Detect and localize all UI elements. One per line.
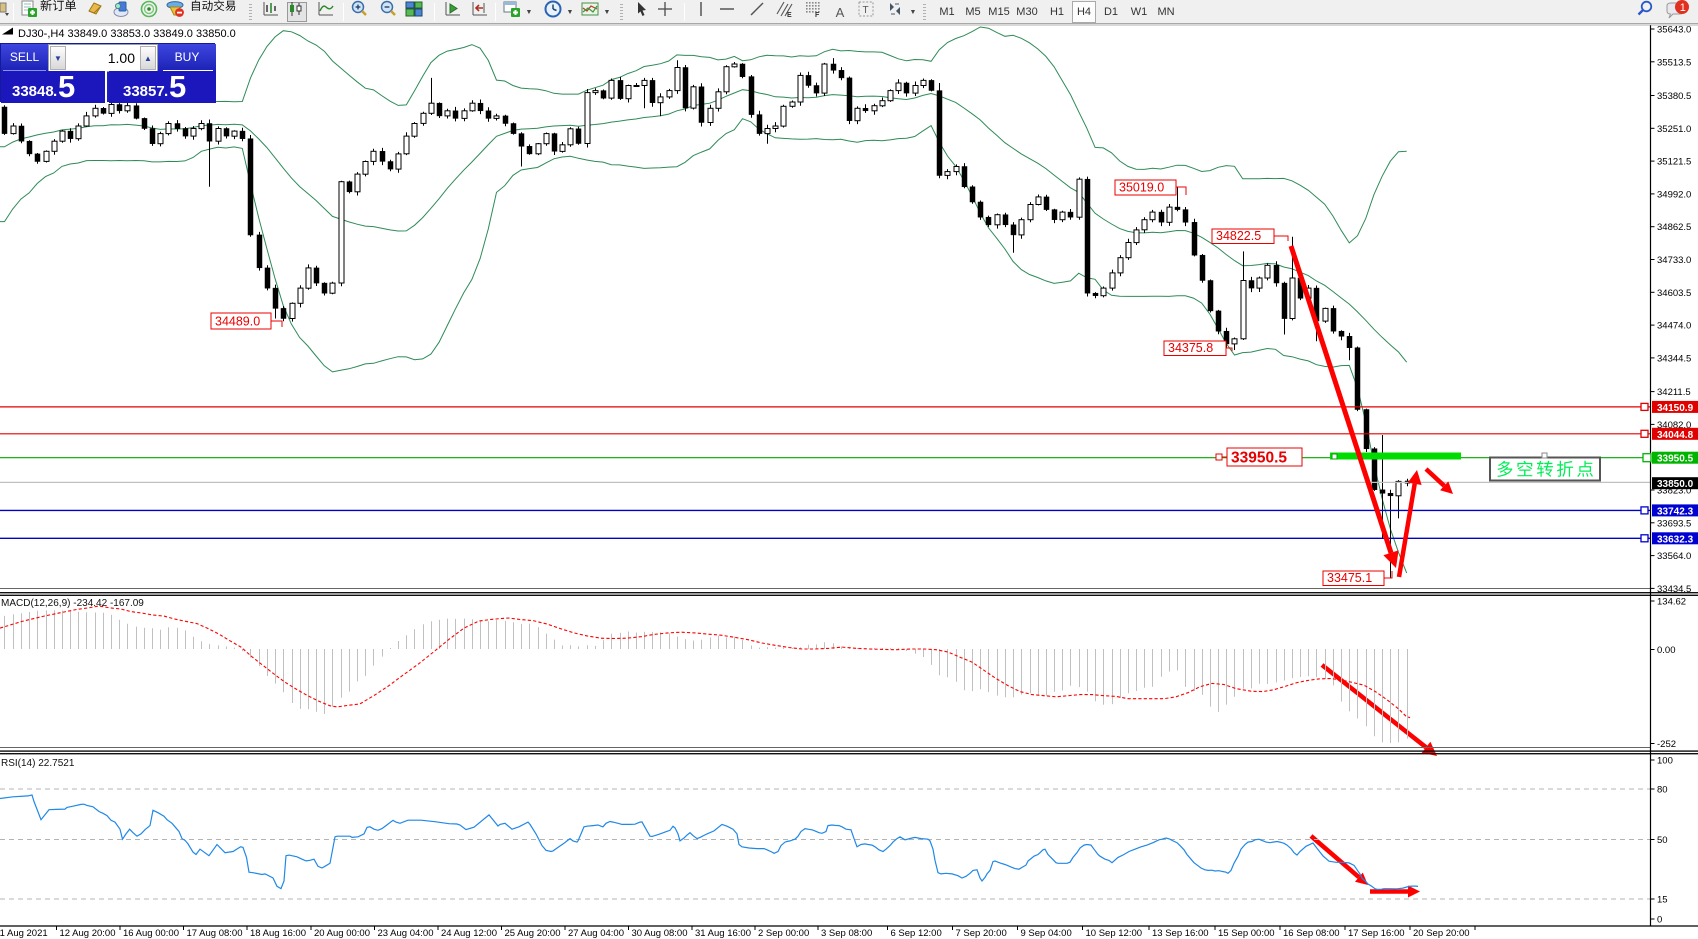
svg-text:34733.0: 34733.0 <box>1657 255 1691 266</box>
svg-text:34344.5: 34344.5 <box>1657 353 1691 364</box>
svg-text:7 Sep 20:00: 7 Sep 20:00 <box>956 928 1007 939</box>
svg-text:35251.0: 35251.0 <box>1657 124 1691 135</box>
svg-text:33950.5: 33950.5 <box>1231 450 1287 467</box>
svg-text:33693.5: 33693.5 <box>1657 518 1691 529</box>
svg-text:35121.5: 35121.5 <box>1657 157 1691 168</box>
svg-text:33475.1: 33475.1 <box>1327 571 1372 585</box>
svg-text:9 Sep 04:00: 9 Sep 04:00 <box>1021 928 1072 939</box>
svg-text:35643.0: 35643.0 <box>1657 25 1691 36</box>
svg-text:2 Sep 00:00: 2 Sep 00:00 <box>758 928 809 939</box>
svg-text:31 Aug 16:00: 31 Aug 16:00 <box>695 928 751 939</box>
svg-text:24 Aug 12:00: 24 Aug 12:00 <box>441 928 497 939</box>
svg-text:35380.5: 35380.5 <box>1657 91 1691 102</box>
svg-text:34044.8: 34044.8 <box>1657 430 1694 441</box>
svg-text:25 Aug 20:00: 25 Aug 20:00 <box>505 928 561 939</box>
svg-text:33950.5: 33950.5 <box>1657 454 1694 465</box>
svg-text:6 Sep 12:00: 6 Sep 12:00 <box>891 928 942 939</box>
svg-text:15 Sep 00:00: 15 Sep 00:00 <box>1218 928 1275 939</box>
svg-text:15: 15 <box>1657 895 1668 906</box>
svg-text:12 Aug 20:00: 12 Aug 20:00 <box>60 928 116 939</box>
svg-text:34375.8: 34375.8 <box>1168 341 1213 355</box>
svg-text:MACD(12,26,9) -234.42 -167.09: MACD(12,26,9) -234.42 -167.09 <box>1 598 144 609</box>
svg-text:33632.3: 33632.3 <box>1657 534 1694 545</box>
svg-text:0: 0 <box>1657 915 1662 926</box>
svg-text:34603.5: 34603.5 <box>1657 288 1691 299</box>
svg-text:DJ30-,H4 33849.0 33853.0 3384: DJ30-,H4 33849.0 33853.0 33849.0 33850.0 <box>18 28 236 40</box>
svg-text:35019.0: 35019.0 <box>1119 181 1164 195</box>
svg-text:34862.5: 34862.5 <box>1657 222 1691 233</box>
svg-text:20 Sep 20:00: 20 Sep 20:00 <box>1413 928 1470 939</box>
svg-text:1: 1 <box>1680 2 1686 14</box>
svg-text:34992.0: 34992.0 <box>1657 189 1691 200</box>
svg-text:18 Aug 16:00: 18 Aug 16:00 <box>250 928 306 939</box>
svg-text:100: 100 <box>1657 756 1673 767</box>
svg-text:80: 80 <box>1657 785 1668 796</box>
svg-text:F: F <box>815 12 820 18</box>
svg-text:33850.0: 33850.0 <box>1657 479 1694 490</box>
svg-text:50: 50 <box>1657 835 1668 846</box>
svg-text:T: T <box>863 5 869 16</box>
svg-text:3 Sep 08:00: 3 Sep 08:00 <box>821 928 872 939</box>
svg-text:23 Aug 04:00: 23 Aug 04:00 <box>378 928 434 939</box>
svg-text:35513.5: 35513.5 <box>1657 57 1691 68</box>
svg-text:33742.3: 33742.3 <box>1657 506 1694 517</box>
svg-text:E: E <box>787 12 792 18</box>
svg-text:34211.5: 34211.5 <box>1657 387 1691 398</box>
svg-text:27 Aug 04:00: 27 Aug 04:00 <box>568 928 624 939</box>
svg-text:13 Sep 16:00: 13 Sep 16:00 <box>1152 928 1209 939</box>
svg-text:134.62: 134.62 <box>1657 597 1686 608</box>
svg-text:34082.0: 34082.0 <box>1657 420 1691 431</box>
svg-text:17 Aug 08:00: 17 Aug 08:00 <box>187 928 243 939</box>
svg-text:33434.5: 33434.5 <box>1657 584 1691 595</box>
svg-text:RSI(14) 22.7521: RSI(14) 22.7521 <box>1 758 75 769</box>
svg-text:33823.0: 33823.0 <box>1657 486 1691 497</box>
svg-text:11 Aug 2021: 11 Aug 2021 <box>0 928 48 939</box>
svg-text:33564.0: 33564.0 <box>1657 551 1691 562</box>
svg-text:34474.0: 34474.0 <box>1657 321 1691 332</box>
svg-text:20 Aug 00:00: 20 Aug 00:00 <box>314 928 370 939</box>
svg-text:10 Sep 12:00: 10 Sep 12:00 <box>1086 928 1143 939</box>
svg-text:-252: -252 <box>1657 739 1676 750</box>
svg-text:16 Sep 08:00: 16 Sep 08:00 <box>1283 928 1340 939</box>
svg-text:16 Aug 00:00: 16 Aug 00:00 <box>123 928 179 939</box>
svg-text:30 Aug 08:00: 30 Aug 08:00 <box>632 928 688 939</box>
svg-text:0.00: 0.00 <box>1657 645 1676 656</box>
svg-text:34150.9: 34150.9 <box>1657 403 1694 414</box>
svg-text:17 Sep 16:00: 17 Sep 16:00 <box>1348 928 1405 939</box>
svg-text:34489.0: 34489.0 <box>215 315 260 329</box>
svg-text:34822.5: 34822.5 <box>1216 229 1261 243</box>
